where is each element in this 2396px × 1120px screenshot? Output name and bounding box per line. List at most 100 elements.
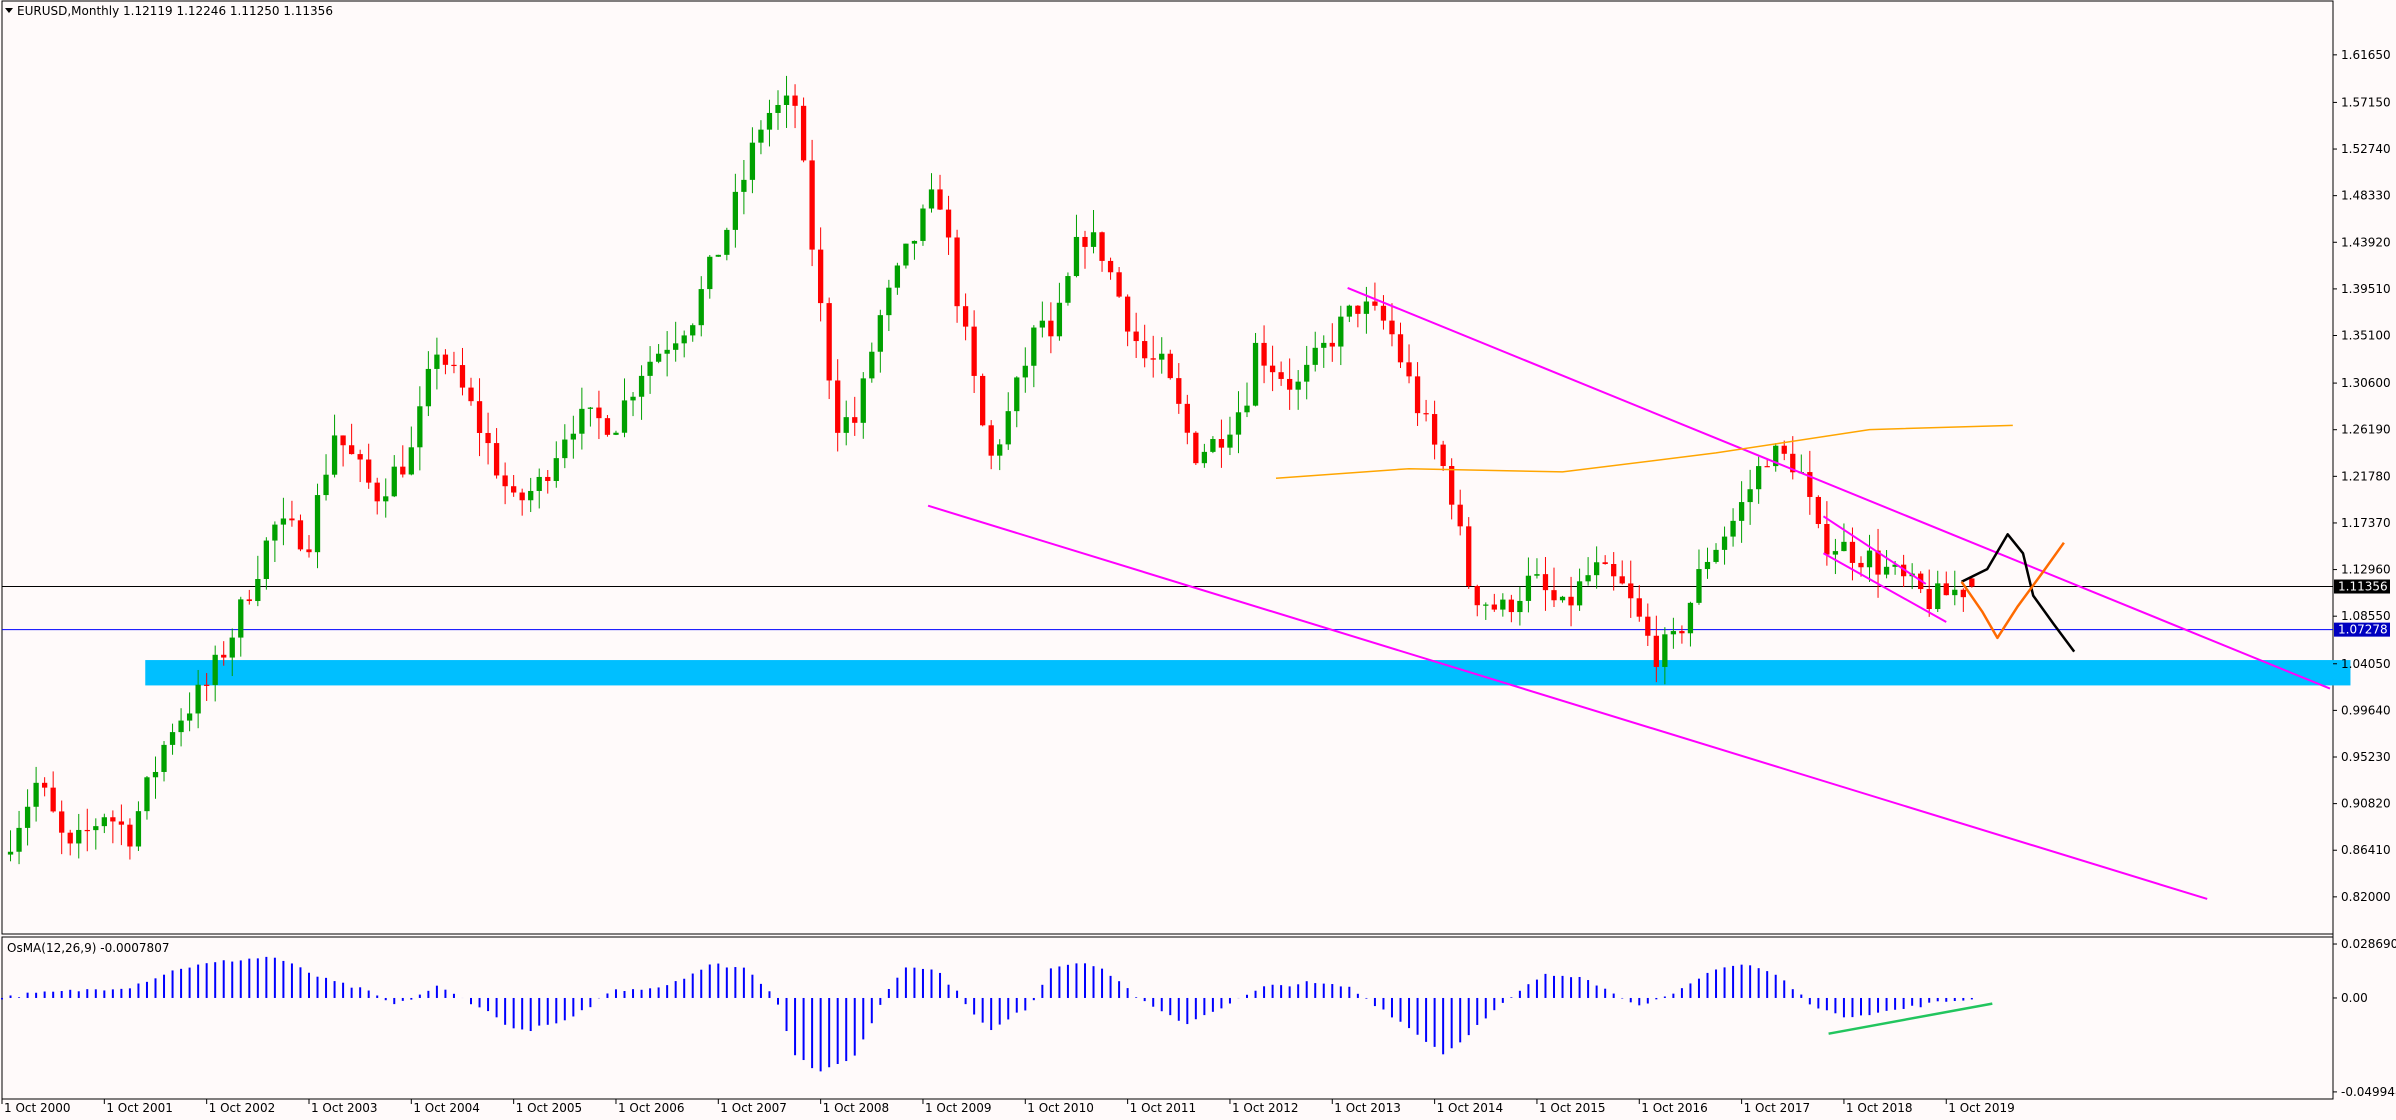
candle: [417, 386, 423, 471]
price-tick-label: 1.39510: [2341, 282, 2391, 296]
candle-body: [1278, 372, 1284, 379]
candle-body: [766, 112, 773, 130]
price-tick-label: 0.86410: [2341, 843, 2391, 857]
candle-body: [1517, 600, 1523, 613]
candle-body: [24, 806, 31, 828]
time-tick-label: 1 Oct 2005: [516, 1101, 583, 1115]
drawings-layer: [927, 287, 2331, 900]
candle: [1738, 481, 1745, 543]
candle: [1124, 294, 1131, 347]
candle: [1832, 538, 1839, 575]
candle-body: [1883, 566, 1890, 575]
candle-body: [442, 354, 449, 365]
time-tick-label: 1 Oct 2001: [106, 1101, 173, 1115]
channel-line-4[interactable]: [1822, 552, 1947, 623]
candle-body: [1483, 604, 1489, 606]
time-tick-label: 1 Oct 2000: [4, 1101, 71, 1115]
candle-body: [1449, 466, 1455, 505]
candle-body: [835, 380, 841, 433]
candle-body: [707, 256, 713, 290]
candle: [1721, 526, 1728, 565]
candle-body: [536, 476, 542, 491]
candle: [587, 406, 594, 427]
time-axis: 1 Oct 2000 1 Oct 2001 1 Oct 2002 1 Oct 2003…: [1, 1099, 2015, 1115]
price-tick-label: 1.21780: [2341, 469, 2391, 483]
candle: [1576, 568, 1583, 611]
candle: [1304, 345, 1310, 400]
candle: [212, 645, 218, 702]
candle: [1014, 376, 1020, 428]
candle: [519, 488, 525, 516]
candle-body: [1628, 583, 1634, 599]
candle-body: [357, 454, 363, 460]
candle: [67, 829, 73, 856]
candle-body: [1099, 232, 1105, 261]
divergence-line[interactable]: [1828, 1002, 1993, 1035]
candle-body: [1653, 635, 1659, 667]
candle-body: [314, 495, 321, 553]
candle-body: [178, 720, 184, 733]
collapse-triangle-icon[interactable]: [5, 8, 13, 13]
candle: [971, 310, 977, 393]
candle: [1747, 469, 1753, 525]
candle: [135, 801, 142, 851]
candle-body: [945, 209, 952, 238]
candle: [255, 555, 261, 607]
candle-body: [1875, 550, 1881, 575]
candle-body: [118, 821, 125, 825]
candle: [272, 521, 278, 562]
candle-body: [1602, 562, 1608, 565]
scenario-path-2[interactable]: [1960, 541, 2065, 640]
scenario-path-1[interactable]: [1961, 533, 2076, 653]
candle-body: [698, 289, 704, 326]
time-tick-label: 1 Oct 2012: [1232, 1101, 1299, 1115]
candle-body: [1397, 334, 1404, 363]
candle-body: [1721, 536, 1728, 550]
candle: [1866, 534, 1873, 582]
channel-line-2[interactable]: [927, 504, 2208, 900]
candle: [1022, 347, 1028, 393]
candle: [280, 497, 287, 546]
candle: [869, 342, 875, 383]
candle: [1107, 257, 1114, 280]
price-tick-label: 1.43920: [2341, 235, 2391, 249]
candle: [442, 349, 449, 375]
candle-body: [894, 265, 901, 288]
channel-line-1[interactable]: [1347, 287, 2331, 690]
level-tags-layer: 1.11356 1.07278: [2334, 579, 2390, 637]
candle-body: [348, 445, 355, 455]
time-tick-label: 1 Oct 2003: [311, 1101, 378, 1115]
candle-body: [93, 826, 99, 831]
candle: [1943, 571, 1949, 596]
candle-body: [1201, 451, 1208, 464]
candle: [732, 173, 739, 248]
candle-body: [1696, 569, 1702, 603]
candle: [1389, 303, 1395, 347]
candle-body: [1005, 411, 1011, 445]
candle: [101, 813, 107, 834]
candle-body: [1892, 564, 1898, 567]
candle-body: [204, 684, 210, 686]
candle: [937, 174, 943, 210]
candle: [306, 535, 312, 558]
candle-body: [1380, 305, 1387, 321]
candle: [545, 470, 551, 494]
candle-body: [937, 189, 943, 210]
candle-body: [1295, 381, 1301, 390]
candle-body: [1150, 358, 1156, 360]
candle-body: [1704, 561, 1711, 570]
candle-body: [783, 95, 790, 105]
candle: [1431, 400, 1438, 460]
candle-body: [664, 349, 670, 354]
candle: [1159, 337, 1165, 374]
price-tick-label: 1.61650: [2341, 48, 2391, 62]
candle-body: [33, 782, 39, 807]
candle-body: [886, 287, 892, 316]
candle-body: [1457, 504, 1463, 527]
candle: [1082, 230, 1088, 269]
channel-line-3[interactable]: [1822, 515, 1927, 585]
candle-body: [1048, 320, 1054, 337]
time-tick-label: 1 Oct 2017: [1744, 1101, 1811, 1115]
candle: [911, 240, 918, 260]
candle: [1457, 489, 1463, 536]
